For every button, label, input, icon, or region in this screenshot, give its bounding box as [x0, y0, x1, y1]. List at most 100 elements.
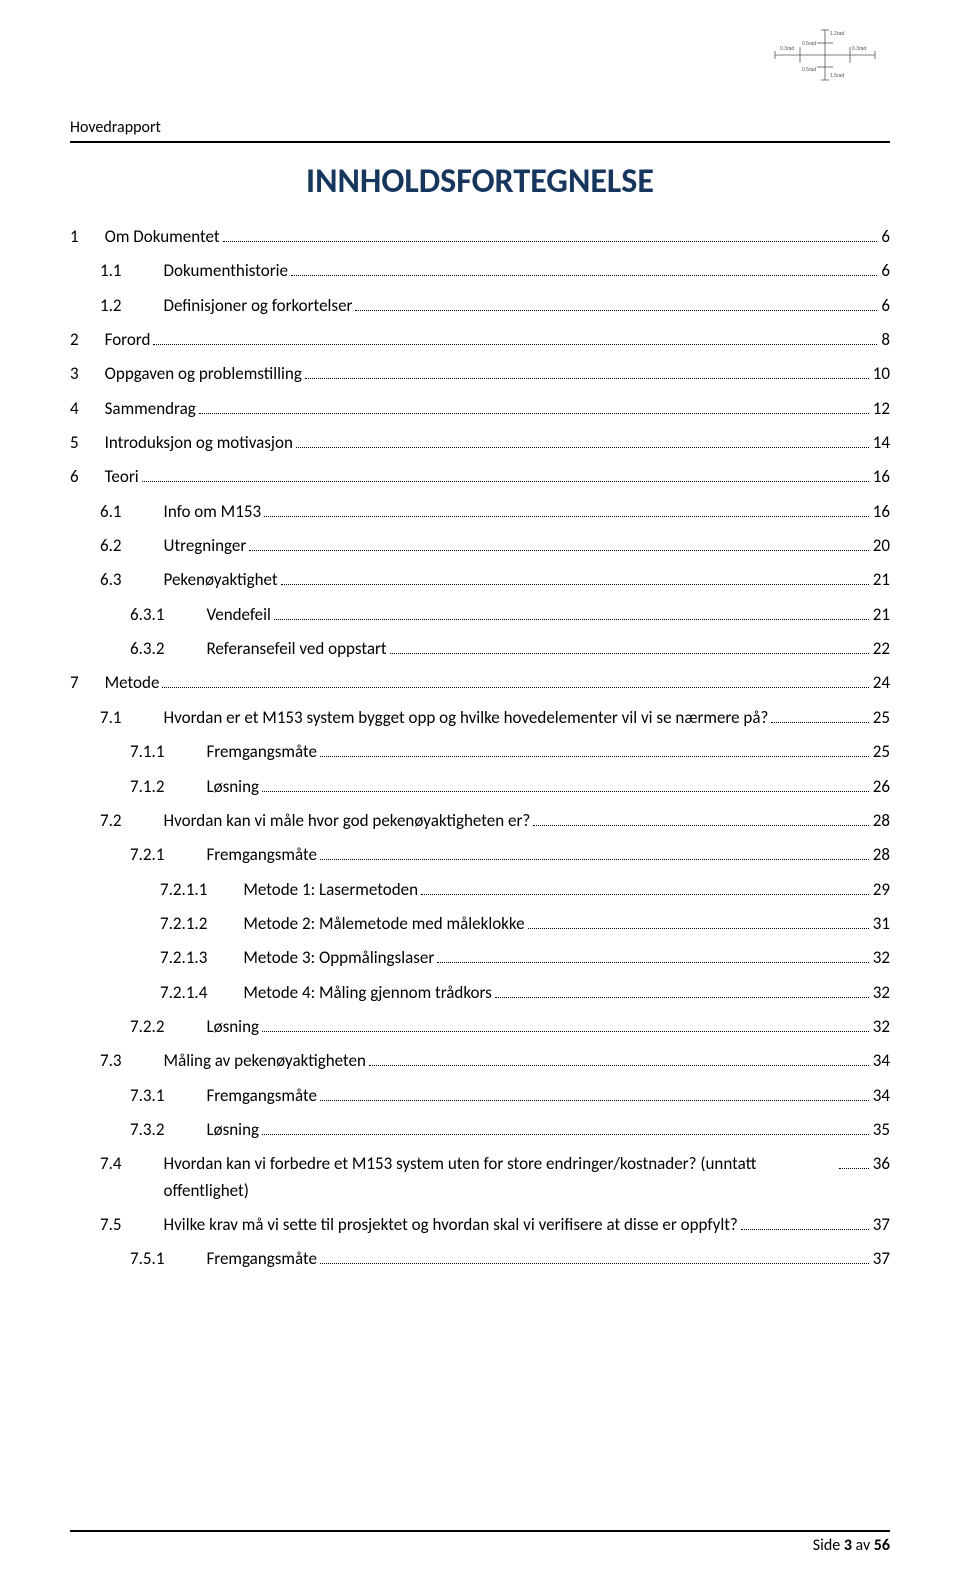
toc-entry[interactable]: 5Introduksjon og motivasjon 14	[70, 430, 890, 456]
toc-entry-number: 7	[70, 670, 79, 696]
header-label: Hovedrapport	[70, 118, 890, 137]
toc-entry[interactable]: 7.1Hvordan er et M153 system bygget opp …	[70, 705, 890, 731]
toc-entry-page: 31	[873, 911, 890, 937]
toc-entry[interactable]: 1.1Dokumenthistorie 6	[70, 258, 890, 284]
toc-entry-page: 14	[873, 430, 890, 456]
svg-text:0.5rad: 0.5rad	[802, 41, 816, 47]
toc-entry-title: Løsning	[206, 774, 259, 800]
toc-entry-page: 16	[873, 464, 890, 490]
toc-entry-title: Fremgangsmåte	[206, 739, 317, 765]
toc-entry-page: 37	[873, 1212, 890, 1238]
toc-entry-title: Måling av pekenøyaktigheten	[164, 1048, 366, 1074]
toc-entry-title: Fremgangsmåte	[206, 1083, 317, 1109]
toc-entry[interactable]: 7.5.1Fremgangsmåte 37	[70, 1246, 890, 1272]
toc-entry[interactable]: 7.1.2Løsning 26	[70, 774, 890, 800]
toc-entry-page: 20	[873, 533, 890, 559]
toc-leader	[262, 776, 869, 791]
toc-entry-page: 6	[881, 258, 890, 284]
toc-entry-title: Hvordan er et M153 system bygget opp og …	[164, 705, 769, 731]
toc-entry[interactable]: 7.5Hvilke krav må vi sette til prosjekte…	[70, 1212, 890, 1238]
toc-leader	[495, 982, 869, 997]
toc-entry-title: Referansefeil ved oppstart	[206, 636, 386, 662]
toc-entry[interactable]: 3Oppgaven og problemstilling 10	[70, 361, 890, 387]
header-diagram-icon: 0.3rad 0.3rad 1.2rad 1.5rad 0.5rad 0.5ra…	[760, 25, 890, 85]
toc-entry-title: Hvilke krav må vi sette til prosjektet o…	[164, 1212, 738, 1238]
toc-entry-page: 35	[873, 1117, 890, 1143]
toc-entry-number: 7.2.1	[130, 842, 164, 868]
toc-leader	[390, 639, 869, 654]
toc-leader	[771, 707, 868, 722]
toc-entry-title: Teori	[105, 464, 139, 490]
toc-entry-number: 7.4	[100, 1151, 122, 1177]
footer-prefix: Side	[813, 1536, 844, 1555]
svg-text:0.3rad: 0.3rad	[780, 46, 794, 52]
toc-entry[interactable]: 6Teori 16	[70, 464, 890, 490]
toc-entry[interactable]: 4 Sammendrag 12	[70, 396, 890, 422]
toc-entry[interactable]: 2Forord 8	[70, 327, 890, 353]
toc-leader	[291, 261, 877, 276]
toc-entry-number: 7.3.1	[130, 1083, 164, 1109]
toc-leader	[533, 810, 869, 825]
toc-entry[interactable]: 7.2.1.3Metode 3: Oppmålingslaser 32	[70, 945, 890, 971]
toc-entry-page: 28	[873, 842, 890, 868]
toc-entry[interactable]: 1.2Definisjoner og forkortelser 6	[70, 293, 890, 319]
toc-entry-number: 1	[70, 224, 79, 250]
toc-leader	[264, 501, 869, 516]
toc-entry[interactable]: 6.2Utregninger 20	[70, 533, 890, 559]
toc-entry-number: 4	[70, 396, 79, 422]
toc-entry[interactable]: 7.3Måling av pekenøyaktigheten 34	[70, 1048, 890, 1074]
toc-entry-number: 1.2	[100, 293, 122, 319]
toc-entry[interactable]: 6.3Pekenøyaktighet 21	[70, 567, 890, 593]
toc-entry-number: 7.5.1	[130, 1246, 164, 1272]
toc-entry[interactable]: 7.3.2Løsning 35	[70, 1117, 890, 1143]
toc-entry-title: Sammendrag	[105, 396, 196, 422]
toc-entry[interactable]: 7.3.1Fremgangsmåte 34	[70, 1083, 890, 1109]
toc-leader	[320, 742, 869, 757]
toc-entry-page: 21	[873, 602, 890, 628]
toc-entry[interactable]: 7.4Hvordan kan vi forbedre et M153 syste…	[70, 1151, 890, 1204]
toc-entry[interactable]: 6.1Info om M153 16	[70, 499, 890, 525]
toc-entry-number: 3	[70, 361, 79, 387]
toc-entry-number: 7.2.1.3	[160, 945, 207, 971]
toc-entry[interactable]: 7.2.1 Fremgangsmåte 28	[70, 842, 890, 868]
toc-leader	[369, 1051, 869, 1066]
toc-leader	[262, 1016, 869, 1031]
svg-text:1.5rad: 1.5rad	[830, 73, 844, 79]
toc-entry-number: 7.3.2	[130, 1117, 164, 1143]
toc-entry[interactable]: 7.2.1.1Metode 1: Lasermetoden 29	[70, 877, 890, 903]
toc-entry[interactable]: 6.3.2Referansefeil ved oppstart 22	[70, 636, 890, 662]
toc-entry-title: Metode 1: Lasermetoden	[243, 877, 418, 903]
document-page: 0.3rad 0.3rad 1.2rad 1.5rad 0.5rad 0.5ra…	[0, 0, 960, 1575]
toc-entry[interactable]: 7Metode 24	[70, 670, 890, 696]
toc-entry-number: 5	[70, 430, 79, 456]
toc-entry-number: 2	[70, 327, 79, 353]
toc-leader	[162, 673, 868, 688]
toc-leader	[839, 1154, 869, 1169]
toc-entry[interactable]: 7.1.1Fremgangsmåte 25	[70, 739, 890, 765]
toc-entry-page: 34	[873, 1048, 890, 1074]
toc-entry-title: Fremgangsmåte	[206, 842, 317, 868]
toc-entry-title: Dokumenthistorie	[164, 258, 288, 284]
toc-entry[interactable]: 7.2.1.2 Metode 2: Målemetode med måleklok…	[70, 911, 890, 937]
toc-entry-title: Fremgangsmåte	[206, 1246, 317, 1272]
toc-entry-number: 7.2.1.2	[160, 911, 207, 937]
footer-current: 3	[844, 1536, 852, 1555]
toc-entry[interactable]: 1Om Dokumentet 6	[70, 224, 890, 250]
toc-entry-page: 22	[873, 636, 890, 662]
toc-entry[interactable]: 6.3.1 Vendefeil 21	[70, 602, 890, 628]
toc-entry-number: 7.2.1.1	[160, 877, 207, 903]
toc-entry-page: 21	[873, 567, 890, 593]
toc-leader	[320, 845, 869, 860]
toc-entry-number: 6.3.1	[130, 602, 164, 628]
toc-entry-page: 12	[873, 396, 890, 422]
toc-entry-page: 6	[881, 293, 890, 319]
toc-leader	[296, 433, 869, 448]
toc-entry-title: Vendefeil	[206, 602, 270, 628]
toc-entry[interactable]: 7.2.2Løsning 32	[70, 1014, 890, 1040]
toc-entry-title: Forord	[105, 327, 151, 353]
toc-entry[interactable]: 7.2.1.4Metode 4: Måling gjennom trådkors…	[70, 980, 890, 1006]
toc-entry[interactable]: 7.2Hvordan kan vi måle hvor god pekenøya…	[70, 808, 890, 834]
toc-leader	[223, 227, 878, 242]
toc-entry-title: Metode 2: Målemetode med måleklokke	[243, 911, 524, 937]
footer-page-number: Side 3 av 56	[70, 1536, 890, 1555]
